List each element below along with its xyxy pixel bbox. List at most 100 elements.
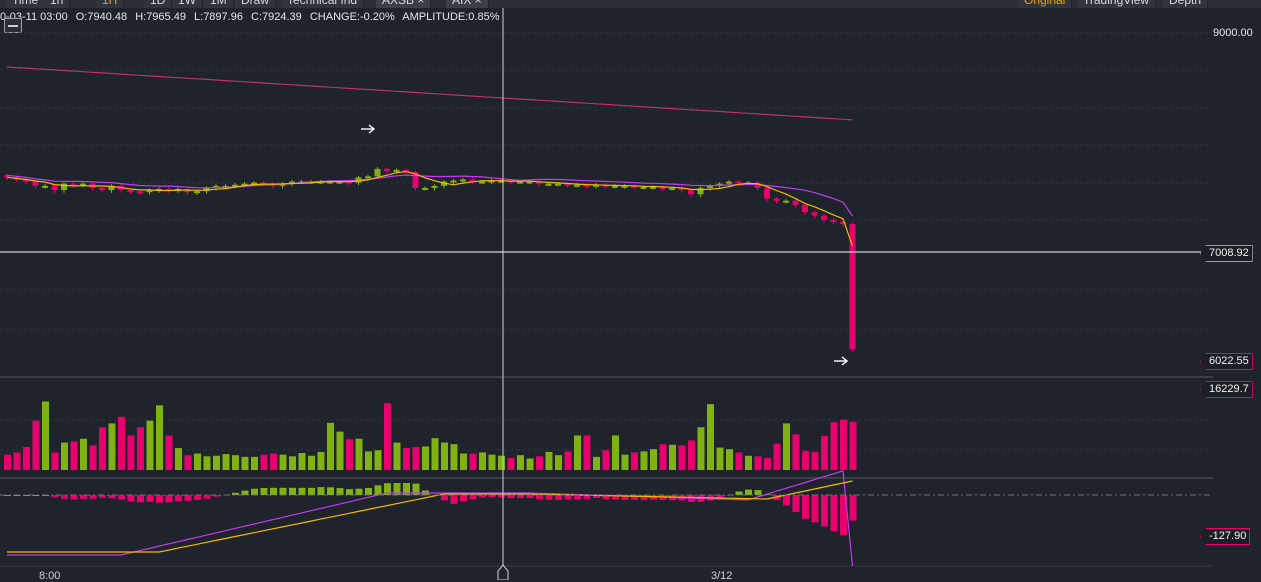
toolbar-item[interactable]: Time (6, 0, 46, 8)
volume-bar (545, 451, 553, 470)
candle (99, 187, 105, 191)
candle (564, 183, 571, 186)
candle (840, 221, 846, 225)
volume-bar (574, 435, 581, 470)
candle (70, 183, 77, 186)
toolbar-item[interactable]: AXSB × (376, 0, 432, 8)
ma-short-line (6, 170, 854, 247)
volume-bar (659, 444, 667, 470)
volume-bar (593, 456, 600, 470)
macd-bar (203, 495, 211, 499)
volume-bar (203, 456, 211, 470)
volume-bar (127, 435, 135, 470)
toolbar-item[interactable]: Draw (235, 0, 277, 8)
candle (640, 186, 647, 189)
volume-bar (146, 420, 154, 470)
candle (42, 185, 48, 188)
toolbar-item[interactable]: 1h (44, 0, 71, 8)
view-mode-item[interactable]: TradingView (1077, 0, 1157, 8)
candle (735, 181, 742, 184)
candle (23, 179, 29, 182)
volume-bar (792, 434, 800, 470)
toolbar-item[interactable]: AIX × (446, 0, 489, 8)
view-mode-item[interactable]: Depth (1163, 0, 1209, 8)
macd-bar (175, 495, 182, 502)
price-chart[interactable] (0, 0, 1213, 580)
macd-bar (621, 495, 629, 500)
volume-bar (821, 436, 828, 470)
macd-bar (232, 492, 239, 495)
candle (583, 184, 590, 187)
volume-bar (773, 443, 781, 470)
macd-bar (450, 495, 458, 504)
fullscreen-icon[interactable] (1227, 0, 1241, 6)
axis-top-price: 9000.00 (1213, 27, 1253, 39)
volume-bar (241, 456, 249, 470)
view-mode-item[interactable]: Original (1018, 0, 1073, 8)
macd-bar (127, 495, 135, 502)
volume-bar (23, 446, 30, 470)
macd-bar (469, 495, 477, 500)
macd-dif-line (7, 470, 854, 567)
macd-bar (536, 495, 543, 500)
toolbar-item[interactable]: 1H (96, 0, 125, 8)
info-amplitude: AMPLITUDE:0.85% (402, 11, 500, 23)
volume-bar (745, 455, 752, 470)
volume-bar (830, 422, 838, 470)
candle (621, 185, 628, 188)
toolbar-item[interactable]: 1M (204, 0, 234, 8)
volume-bar (99, 427, 106, 470)
macd-bar (811, 495, 819, 523)
ma-long-line (6, 66, 853, 121)
volume-bar (61, 442, 68, 470)
candle (108, 185, 115, 191)
volume-bar (612, 435, 619, 470)
candle (697, 187, 704, 195)
candle (707, 185, 713, 188)
macd-bar (289, 487, 296, 495)
macd-bar (146, 495, 154, 502)
macd-dea-line (7, 480, 853, 553)
candle (403, 169, 409, 173)
candle (336, 181, 343, 184)
toolbar-item[interactable]: 1D (144, 0, 173, 8)
macd-bar (754, 490, 762, 495)
volume-bar (184, 455, 192, 470)
candle (650, 186, 656, 189)
volume-bar (602, 450, 610, 470)
macd-histogram (4, 483, 857, 535)
macd-bar (327, 487, 334, 495)
volume-bar (327, 422, 334, 470)
macd-bar (583, 495, 591, 499)
crosshair-time-handle[interactable] (497, 564, 509, 580)
macd-bar (574, 495, 581, 500)
volume-bar (669, 444, 676, 470)
candle (678, 187, 685, 191)
candle (821, 215, 827, 220)
candlestick-series (4, 167, 856, 352)
grid-lines (0, 32, 1213, 451)
volume-bar (707, 404, 714, 470)
macd-bar (336, 488, 344, 495)
x-tick-label: 8:00 (39, 570, 61, 582)
volume-bar (222, 454, 230, 470)
volume-bar (735, 452, 743, 470)
toolbar-item[interactable]: 1W (172, 0, 203, 8)
volume-bar (289, 456, 296, 470)
volume-bar (156, 405, 163, 470)
volume-bar (194, 453, 201, 470)
volume-bar (564, 451, 572, 470)
volume-bar (374, 450, 382, 470)
macd-bar (156, 495, 163, 503)
macd-bar (4, 495, 11, 496)
volume-bar (783, 423, 790, 470)
toolbar-item[interactable]: Technical Ind (281, 0, 365, 8)
candle (80, 183, 86, 186)
macd-bar (384, 483, 391, 495)
macd-bar (89, 495, 97, 499)
macd-bar (564, 495, 572, 500)
macd-bar (593, 495, 600, 498)
chart-toolbar (0, 0, 1261, 8)
macd-bar (184, 495, 192, 501)
info-change: CHANGE:-0.20% (309, 11, 395, 23)
